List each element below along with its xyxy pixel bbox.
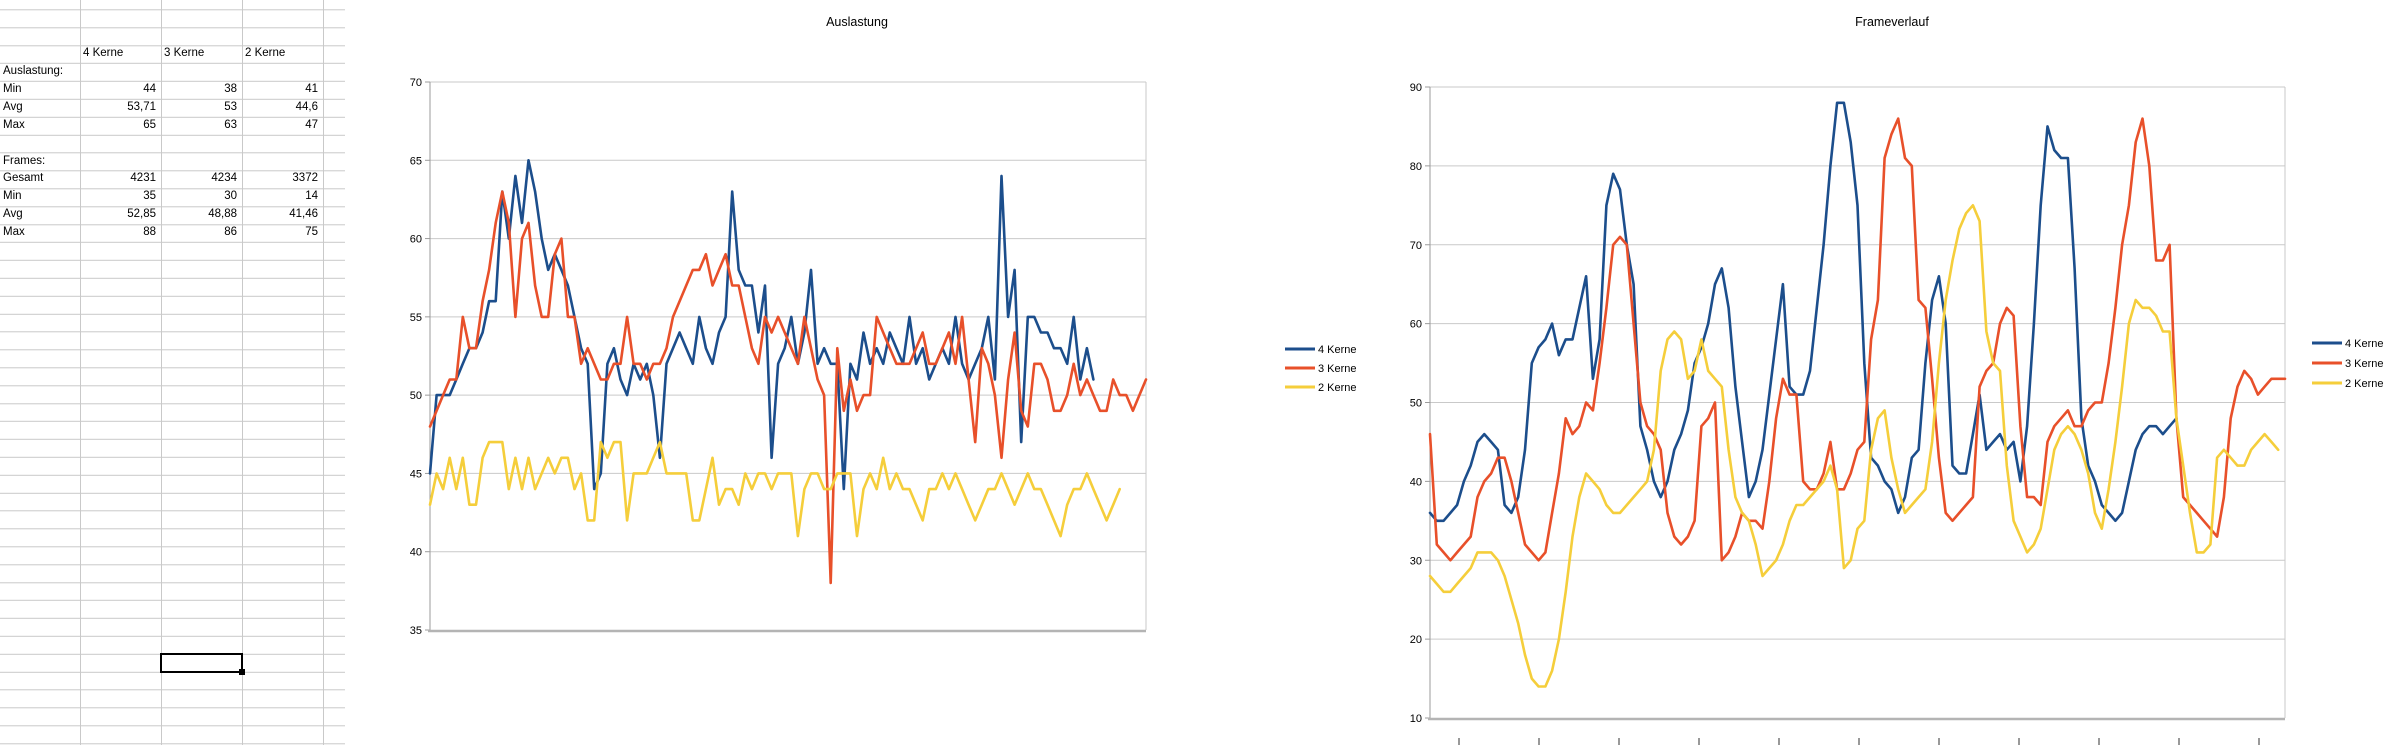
y-axis-label: 40 [410,547,422,559]
grid-cell[interactable]: 48,88 [208,208,237,221]
grid-cell[interactable]: 41,46 [289,208,318,221]
grid-cell[interactable]: 52,85 [127,208,156,221]
grid-cell[interactable]: 2 Kerne [245,47,286,60]
grid-cell[interactable]: 4234 [211,172,237,185]
series-line-3-kerne [1428,117,2287,562]
y-axis-label: 50 [410,390,422,402]
grid-cell[interactable]: 65 [143,118,156,131]
grid-cell[interactable]: 30 [224,190,237,203]
grid-cell[interactable]: 41 [305,82,318,95]
y-axis-label: 65 [410,155,422,167]
grid-cell[interactable]: 3372 [292,172,318,185]
grid-cell[interactable]: 53 [224,100,237,113]
cell-cursor[interactable] [160,652,245,675]
table-row: Avg 53,71 53 44,6 [0,99,345,117]
chart-frameverlauf[interactable]: Frameverlauf 10 20 30 40 50 60 70 80 90 4 Kerne 3 K… [1395,0,2397,745]
grid-cell[interactable]: Gesamt [3,172,44,185]
grid-cell[interactable]: 47 [305,118,318,131]
y-axis-label: 55 [410,312,422,324]
grid-cell[interactable]: 4231 [130,172,156,185]
series-line-2-kerne [1428,204,2280,688]
grid-cell[interactable]: 3 Kerne [164,47,205,60]
series-line-4-kerne [428,159,1095,491]
sheet-grid[interactable]: 4 Kerne 3 Kerne 2 Kerne Auslastung: Min 44 38 4… [0,0,345,745]
y-axis-label: 90 [1410,82,1422,94]
table-row: Frames: [0,153,345,171]
y-axis-label: 30 [1410,555,1422,567]
y-axis-label: 60 [1410,319,1422,331]
table-row: Gesamt 4231 4234 3372 [0,170,345,188]
y-axis-label: 45 [410,468,422,480]
y-axis-label: 80 [1410,161,1422,173]
y-axis-label: 70 [1410,240,1422,252]
y-axis-label: 70 [410,77,422,89]
grid-cell[interactable]: 38 [224,82,237,95]
grid-cell[interactable]: 4 Kerne [83,47,124,60]
grid-cell[interactable]: 44,6 [295,100,318,113]
table-row: Min 35 30 14 [0,188,345,206]
series-line-4-kerne [1428,101,2178,523]
grid-cell[interactable]: 14 [305,190,318,203]
grid-cell[interactable]: 53,71 [127,100,156,113]
legend-label: 3 Kerne [1318,363,1357,375]
grid-cell[interactable]: Frames: [3,154,46,167]
legend-label: 3 Kerne [2345,358,2384,370]
chart-auslastung[interactable]: Auslastung 35 40 45 50 55 60 65 70 4 Kerne 3 Kerne… [345,0,1385,745]
grid-cell[interactable]: 44 [143,82,156,95]
grid-cell[interactable]: 63 [224,118,237,131]
grid-cell[interactable]: 35 [143,190,156,203]
legend-label: 2 Kerne [2345,378,2384,390]
column-border [161,0,162,745]
grid-cell[interactable]: Avg [3,100,23,113]
grid-cell[interactable]: Auslastung: [3,65,64,77]
y-axis-label: 60 [410,234,422,246]
chart-title: Frameverlauf [1855,15,1929,29]
chart-background [345,0,1385,745]
table-row: Auslastung: [0,63,345,81]
table-row: Max 88 86 75 [0,224,345,242]
table-row: Max 65 63 47 [0,117,345,135]
y-axis-label: 20 [1410,634,1422,646]
grid-cell[interactable]: Max [3,118,25,131]
grid-cell[interactable]: Avg [3,208,23,221]
column-border [242,0,243,745]
grid-cell[interactable]: Min [3,82,22,95]
column-border [323,0,324,745]
legend-label: 2 Kerne [1318,382,1357,394]
fill-handle[interactable] [239,668,245,675]
legend-label: 4 Kerne [2345,338,2384,350]
y-axis-label: 10 [1410,713,1422,725]
series-line-2-kerne [428,440,1122,538]
legend-label: 4 Kerne [1318,344,1357,356]
chart-title: Auslastung [826,15,888,29]
series-line-3-kerne [428,190,1148,585]
table-row: Min 44 38 41 [0,81,345,99]
grid-cell[interactable]: Min [3,190,22,203]
table-row: Avg 52,85 48,88 41,46 [0,206,345,224]
grid-cell[interactable]: 75 [305,226,318,239]
y-axis-label: 50 [1410,398,1422,410]
y-axis-label: 35 [410,625,422,637]
grid-cell[interactable]: Max [3,226,25,239]
column-border [80,0,81,745]
y-axis-label: 40 [1410,476,1422,488]
grid-cell[interactable]: 86 [224,226,237,239]
grid-cell[interactable]: 88 [143,226,156,239]
table-row: 4 Kerne 3 Kerne 2 Kerne [0,45,345,63]
